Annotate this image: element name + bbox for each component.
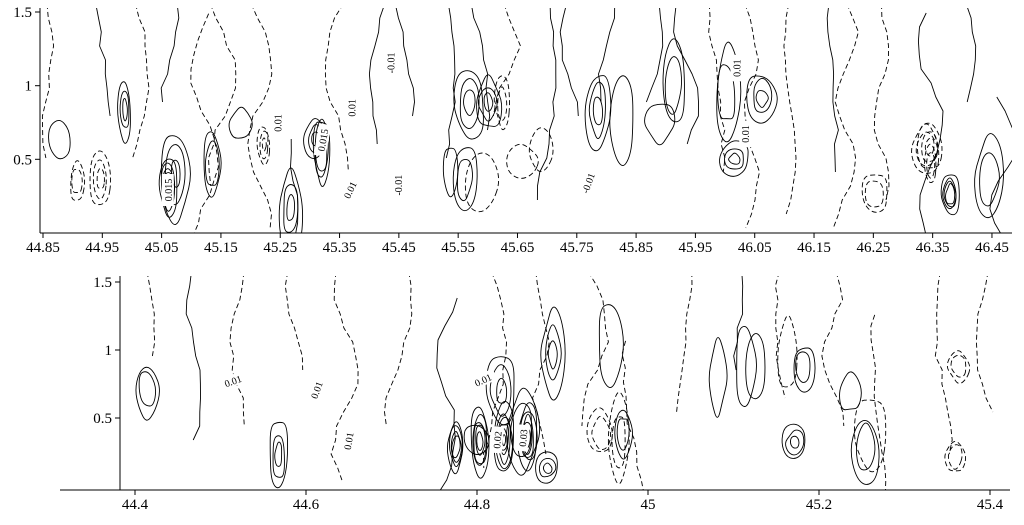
x-tick-label: 44.4 xyxy=(122,497,149,513)
x-tick-label: 46.15 xyxy=(797,240,831,256)
contour-level-label: -0.01 xyxy=(580,172,597,195)
x-tick-label: 45.2 xyxy=(806,497,832,513)
contour-level-label: 0.015 xyxy=(317,128,332,152)
x-tick-label: 45.95 xyxy=(679,240,713,256)
x-tick-label: 45.05 xyxy=(145,240,179,256)
contour-level-label: 0.01 xyxy=(348,99,359,117)
x-tick-label: 46.25 xyxy=(856,240,890,256)
x-tick-label: 45 xyxy=(641,497,656,513)
x-tick-label: 46.35 xyxy=(916,240,950,256)
y-tick-label: 1.5 xyxy=(13,5,32,21)
x-tick-label: 45.45 xyxy=(382,240,416,256)
contour-level-label: 0.01 xyxy=(343,432,357,451)
x-tick-label: 46.45 xyxy=(975,240,1009,256)
contour-level-label: 0.01 xyxy=(732,59,743,77)
contour-level-label: 0.01 xyxy=(309,380,325,400)
y-tick-label: 0.5 xyxy=(93,411,112,427)
contour-level-label: 0.015 xyxy=(164,179,175,202)
contour-level-label: 0.01 xyxy=(223,374,243,390)
x-tick-label: 45.75 xyxy=(560,240,594,256)
x-tick-label: 45.55 xyxy=(441,240,475,256)
y-tick-label: 1 xyxy=(25,79,33,95)
x-tick-label: 45.25 xyxy=(263,240,297,256)
contour-level-label: -0.01 xyxy=(394,175,405,196)
contour-level-label: 0.02 xyxy=(492,431,504,449)
contour-panel-bottom: 44.4 44.6 44.8 45 45.2 45.4 1.5 1 0.5 0.01 0.01 0.0… xyxy=(60,275,1010,513)
x-tick-label: 45.4 xyxy=(977,497,1004,513)
y-tick-label: 0.5 xyxy=(13,152,32,168)
x-tick-label: 45.35 xyxy=(323,240,357,256)
x-tick-label: 44.8 xyxy=(464,497,490,513)
contour-level-label: 0.01 xyxy=(274,114,285,132)
x-tick-label: 44.85 xyxy=(26,240,60,256)
y-tick-label: 1 xyxy=(105,343,113,359)
x-tick-label: 45.85 xyxy=(619,240,653,256)
x-tick-label: 46.05 xyxy=(738,240,772,256)
y-tick-label: 1.5 xyxy=(93,275,112,291)
x-tick-label: 44.95 xyxy=(85,240,119,256)
x-tick-label: 44.6 xyxy=(293,497,320,513)
contour-level-label: -0.01 xyxy=(386,52,397,73)
contour-level-label: 0.01 xyxy=(741,125,752,143)
contour-level-label: 0.03 xyxy=(518,429,530,447)
x-tick-label: 45.65 xyxy=(501,240,535,256)
contour-panel-top: 44.85 44.95 45.05 45.15 45.25 45.35 45.45 45.55… xyxy=(13,5,1012,256)
x-tick-label: 45.15 xyxy=(204,240,238,256)
